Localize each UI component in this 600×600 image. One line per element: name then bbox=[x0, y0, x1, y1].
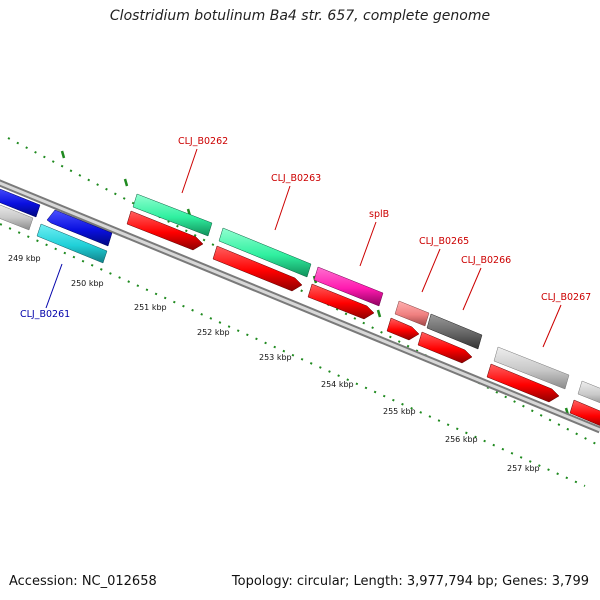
gene-label-clj-b0263[interactable]: CLJ_B0263 bbox=[271, 173, 321, 184]
gene-label-clj-b0267[interactable]: CLJ_B0267 bbox=[541, 292, 591, 303]
forward-strand bbox=[0, 187, 600, 406]
gene-red-1-feature[interactable] bbox=[126, 210, 204, 251]
tick-label-257: 257 kbp bbox=[507, 464, 540, 473]
reverse-strand bbox=[0, 203, 600, 429]
gene-red-4-feature[interactable] bbox=[386, 317, 420, 341]
inner-scale-ticks bbox=[0, 223, 586, 487]
gene-red-5-feature[interactable] bbox=[417, 331, 473, 364]
gene-clj-b0262-feature[interactable] bbox=[132, 193, 213, 237]
gene-label-clj-b0261[interactable]: CLJ_B0261 bbox=[20, 309, 70, 320]
gene-blue-fwd-feature[interactable] bbox=[0, 187, 41, 218]
gene-labels: CLJ_B0261 CLJ_B0262 CLJ_B0263 splB CLJ_B… bbox=[20, 136, 591, 320]
accession-text: Accession: NC_012658 bbox=[9, 574, 157, 589]
gene-label-clj-b0265[interactable]: CLJ_B0265 bbox=[419, 236, 469, 247]
gene-splb-feature[interactable] bbox=[313, 266, 384, 307]
gene-clj-b0267-feature[interactable] bbox=[493, 346, 570, 390]
gene-label-splb[interactable]: splB bbox=[369, 209, 389, 220]
genome-backbone bbox=[0, 179, 600, 434]
outer-scale-ticks bbox=[7, 137, 600, 447]
gene-clj-b0265-feature[interactable] bbox=[394, 300, 430, 327]
tick-label-249: 249 kbp bbox=[8, 254, 41, 263]
tick-label-255: 255 kbp bbox=[383, 407, 416, 416]
gene-red-7-feature[interactable] bbox=[569, 399, 600, 429]
gene-label-clj-b0262[interactable]: CLJ_B0262 bbox=[178, 136, 228, 147]
tick-label-251: 251 kbp bbox=[134, 303, 167, 312]
gene-blue-rev-feature[interactable] bbox=[46, 209, 113, 247]
tick-label-252: 252 kbp bbox=[197, 328, 230, 337]
gene-red-3-feature[interactable] bbox=[307, 283, 375, 320]
gene-label-clj-b0266[interactable]: CLJ_B0266 bbox=[461, 255, 511, 266]
tick-label-250: 250 kbp bbox=[71, 279, 104, 288]
gene-clj-b0261-feature[interactable] bbox=[36, 223, 108, 264]
map-title: Clostridium botulinum Ba4 str. 657, comp… bbox=[109, 8, 491, 24]
tick-label-256: 256 kbp bbox=[445, 435, 478, 444]
gene-gray-left-feature[interactable] bbox=[0, 203, 34, 231]
tick-label-254: 254 kbp bbox=[321, 380, 354, 389]
gene-gray-edge-feature[interactable] bbox=[577, 380, 600, 406]
genome-stats-text: Topology: circular; Length: 3,977,794 bp… bbox=[231, 574, 589, 589]
gene-clj-b0266-feature[interactable] bbox=[426, 313, 483, 350]
gene-red-2-feature[interactable] bbox=[212, 245, 303, 292]
gene-leader-lines bbox=[45, 148, 562, 348]
gene-red-6-feature[interactable] bbox=[486, 363, 560, 403]
gene-clj-b0263-feature[interactable] bbox=[218, 227, 312, 278]
scale-labels: 249 kbp 250 kbp 251 kbp 252 kbp 253 kbp … bbox=[8, 254, 540, 473]
tick-label-253: 253 kbp bbox=[259, 353, 292, 362]
